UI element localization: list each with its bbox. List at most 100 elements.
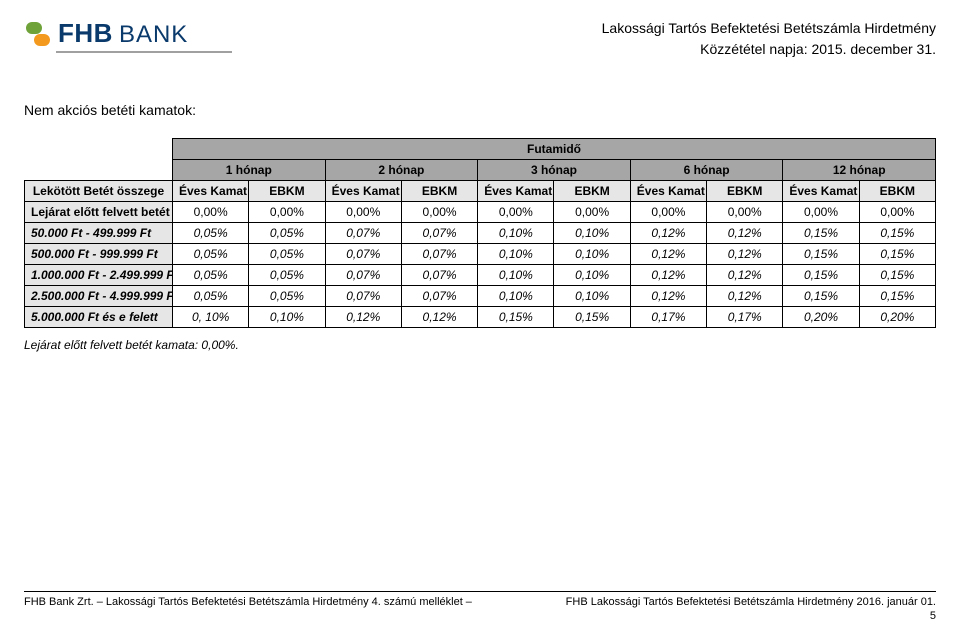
rate-cell: 0,00% [554,202,630,223]
logo-underline [56,51,232,53]
table-row: 2.500.000 Ft - 4.999.999 Ft0,05%0,05%0,0… [25,286,936,307]
footer-row: FHB Bank Zrt. – Lakossági Tartós Befekte… [24,596,936,608]
row-label: 2.500.000 Ft - 4.999.999 Ft [25,286,173,307]
page-number: 5 [24,610,936,622]
rate-cell: 0,15% [554,307,630,328]
blank-corner [25,139,173,181]
rate-cell: 0,17% [630,307,706,328]
logo-fhb: FHB [58,18,113,49]
rates-table-wrap: Futamidő 1 hónap 2 hónap 3 hónap 6 hónap… [24,138,936,328]
row-label: 1.000.000 Ft - 2.499.999 Ft [25,265,173,286]
table-row: 5.000.000 Ft és e felett0, 10%0,10%0,12%… [25,307,936,328]
rate-cell: 0,15% [783,223,859,244]
rate-cell: 0,05% [173,286,249,307]
table-head: Futamidő 1 hónap 2 hónap 3 hónap 6 hónap… [25,139,936,202]
rate-cell: 0,15% [478,307,554,328]
section-title: Nem akciós betéti kamatok: [24,102,936,118]
rate-cell: 0,12% [630,223,706,244]
logo-block: FHB BANK [24,18,232,49]
rate-cell: 0,12% [630,265,706,286]
rate-cell: 0,00% [859,202,935,223]
rate-cell: 0,15% [783,286,859,307]
row-label: 500.000 Ft - 999.999 Ft [25,244,173,265]
footer: FHB Bank Zrt. – Lakossági Tartós Befekte… [24,591,936,622]
metric-2-1: EBKM [554,181,630,202]
rate-cell: 0,20% [783,307,859,328]
rate-cell: 0,15% [859,265,935,286]
rate-cell: 0,05% [249,244,325,265]
rate-cell: 0,15% [859,244,935,265]
table-row: 50.000 Ft - 499.999 Ft0,05%0,05%0,07%0,0… [25,223,936,244]
period-3: 6 hónap [630,160,783,181]
row-label: Lejárat előtt felvett betét [25,202,173,223]
rate-cell: 0,05% [249,265,325,286]
rate-cell: 0,00% [630,202,706,223]
period-4: 12 hónap [783,160,936,181]
rate-cell: 0,00% [401,202,477,223]
metric-3-0: Éves Kamat [630,181,706,202]
rate-cell: 0,07% [325,265,401,286]
rate-cell: 0,12% [630,244,706,265]
row-label: 50.000 Ft - 499.999 Ft [25,223,173,244]
rate-cell: 0,05% [249,223,325,244]
rate-cell: 0,10% [554,286,630,307]
rate-cell: 0,12% [707,286,783,307]
metric-3-1: EBKM [707,181,783,202]
rate-cell: 0,05% [249,286,325,307]
logo-text: FHB BANK [58,18,188,49]
period-2: 3 hónap [478,160,631,181]
rate-cell: 0,15% [859,223,935,244]
pub-label: Közzététel napja: [700,41,807,57]
header-right: Lakossági Tartós Befektetési Betétszámla… [602,18,936,60]
rate-cell: 0,12% [401,307,477,328]
super-header: Futamidő [173,139,936,160]
rate-cell: 0,12% [707,223,783,244]
header: FHB BANK Lakossági Tartós Befektetési Be… [24,18,936,60]
metric-1-0: Éves Kamat [325,181,401,202]
rate-cell: 0,00% [173,202,249,223]
rate-cell: 0,10% [554,223,630,244]
rate-cell: 0,15% [783,244,859,265]
rate-cell: 0,05% [173,244,249,265]
rate-cell: 0,07% [401,286,477,307]
rate-cell: 0,10% [249,307,325,328]
corner-label: Lekötött Betét összege [25,181,173,202]
rate-cell: 0,00% [707,202,783,223]
table-row-metrics: Lekötött Betét összege Éves Kamat EBKM É… [25,181,936,202]
rate-cell: 0,20% [859,307,935,328]
table-row: 500.000 Ft - 999.999 Ft0,05%0,05%0,07%0,… [25,244,936,265]
rate-cell: 0,10% [554,265,630,286]
fhb-logo-icon [24,20,52,48]
rate-cell: 0,10% [478,223,554,244]
period-1: 2 hónap [325,160,478,181]
rate-cell: 0,17% [707,307,783,328]
logo-block-wrap: FHB BANK [24,18,232,53]
doc-title: Lakossági Tartós Befektetési Betétszámla… [602,18,936,39]
rate-cell: 0,12% [325,307,401,328]
rate-cell: 0,00% [783,202,859,223]
rate-cell: 0,07% [401,223,477,244]
rate-cell: 0,05% [173,265,249,286]
table-row: Lejárat előtt felvett betét0,00%0,00%0,0… [25,202,936,223]
rate-cell: 0, 10% [173,307,249,328]
rate-cell: 0,10% [554,244,630,265]
rate-cell: 0,07% [325,286,401,307]
pub-date: 2015. december 31. [811,41,936,57]
rate-cell: 0,07% [325,223,401,244]
footer-right: FHB Lakossági Tartós Befektetési Betétsz… [566,596,936,608]
rate-cell: 0,10% [478,286,554,307]
rate-cell: 0,10% [478,265,554,286]
row-label: 5.000.000 Ft és e felett [25,307,173,328]
footnote: Lejárat előtt felvett betét kamata: 0,00… [24,338,936,352]
metric-1-1: EBKM [401,181,477,202]
footer-left: FHB Bank Zrt. – Lakossági Tartós Befekte… [24,596,472,608]
rate-cell: 0,07% [325,244,401,265]
pub-line: Közzététel napja: 2015. december 31. [602,39,936,60]
table-body: Lejárat előtt felvett betét0,00%0,00%0,0… [25,202,936,328]
table-row-super: Futamidő [25,139,936,160]
logo-bank: BANK [119,21,188,49]
rate-cell: 0,00% [325,202,401,223]
rate-cell: 0,00% [249,202,325,223]
page: FHB BANK Lakossági Tartós Befektetési Be… [0,0,960,636]
rate-cell: 0,07% [401,265,477,286]
